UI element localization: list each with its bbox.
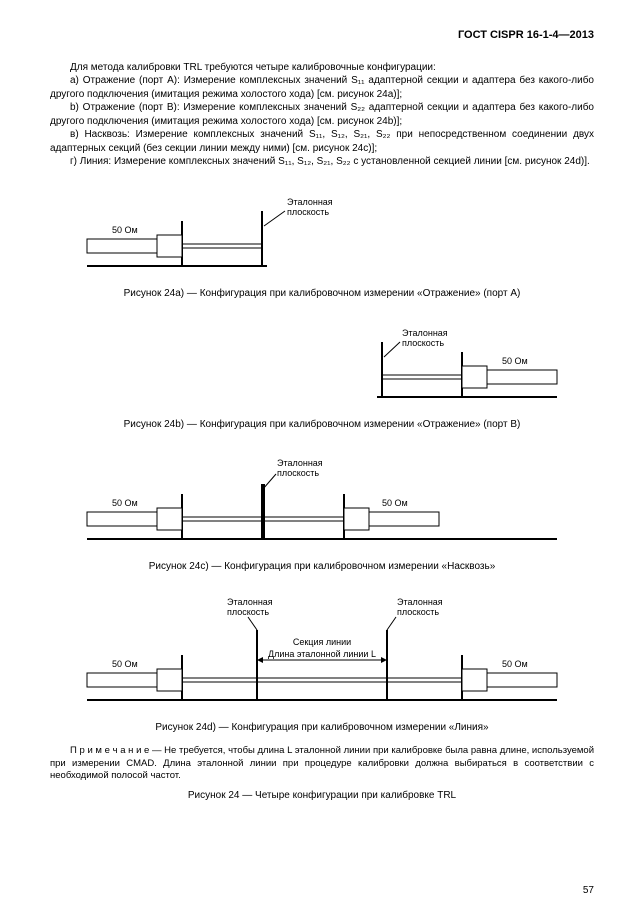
- refplane-label-c: Эталоннаяплоскость: [277, 458, 323, 478]
- figure-24c: 50 Ом 50 Ом Эталоннаяплоскость: [62, 444, 582, 554]
- ohm-label-d-right: 50 Ом: [502, 659, 528, 669]
- figure-24a: 50 Ом Эталоннаяплоскость: [62, 181, 582, 281]
- refplane-label-a: Эталоннаяплоскость: [287, 197, 333, 217]
- intro-line: Для метода калибровки TRL требуются четы…: [50, 61, 594, 75]
- caption-24c: Рисунок 24c) — Конфигурация при калибров…: [50, 560, 594, 574]
- line-length-label: Длина эталонной линии L: [268, 649, 376, 659]
- item-b: b) Отражение (порт B): Измерение комплек…: [50, 101, 594, 128]
- item-g: г) Линия: Измерение комплексных значений…: [50, 155, 594, 169]
- item-v: в) Насквозь: Измерение комплексных значе…: [50, 128, 594, 155]
- caption-24-final: Рисунок 24 — Четыре конфигурации при кал…: [50, 789, 594, 803]
- ohm-label-b: 50 Ом: [502, 356, 528, 366]
- figure-24d: Секция линии Длина эталонной линии L Эта…: [62, 585, 582, 715]
- refplane-label-d-left: Эталоннаяплоскость: [227, 597, 273, 617]
- line-section-label: Секция линии: [293, 637, 351, 647]
- ohm-label-a: 50 Ом: [112, 225, 138, 235]
- figure-24b: 50 Ом Эталоннаяплоскость: [62, 312, 582, 412]
- note-text: П р и м е ч а н и е — Не требуется, чтоб…: [50, 745, 594, 783]
- refplane-label-d-right: Эталоннаяплоскость: [397, 597, 443, 617]
- refplane-label-b: Эталоннаяплоскость: [402, 328, 448, 348]
- caption-24d: Рисунок 24d) — Конфигурация при калибров…: [50, 721, 594, 735]
- item-a: a) Отражение (порт A): Измерение комплек…: [50, 74, 594, 101]
- note-label: П р и м е ч а н и е: [70, 745, 149, 756]
- ohm-label-c-left: 50 Ом: [112, 498, 138, 508]
- page-header: ГОСТ CISPR 16-1-4—2013: [50, 28, 594, 43]
- caption-24a: Рисунок 24a) — Конфигурация при калибров…: [50, 287, 594, 301]
- caption-24b: Рисунок 24b) — Конфигурация при калибров…: [50, 418, 594, 432]
- page-number: 57: [583, 884, 594, 898]
- ohm-label-d-left: 50 Ом: [112, 659, 138, 669]
- ohm-label-c-right: 50 Ом: [382, 498, 408, 508]
